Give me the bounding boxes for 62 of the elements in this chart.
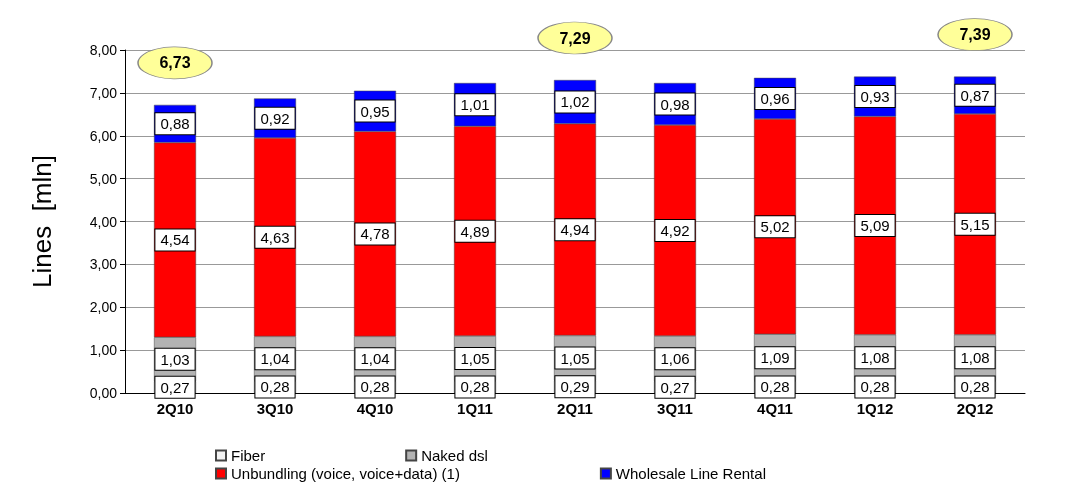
total-label: 7,29 bbox=[559, 29, 591, 47]
x-tick-label: 2Q10 bbox=[156, 400, 194, 417]
data-label: 0,93 bbox=[860, 88, 890, 106]
data-label: 0,96 bbox=[760, 89, 790, 107]
data-label: 1,02 bbox=[560, 93, 590, 111]
y-axis-title: Lines [mln] bbox=[27, 155, 57, 288]
total-label: 6,73 bbox=[159, 54, 191, 72]
data-label: 4,92 bbox=[660, 222, 690, 239]
data-label: 0,95 bbox=[360, 102, 390, 120]
data-label: 0,28 bbox=[260, 378, 290, 396]
data-label: 5,09 bbox=[860, 217, 890, 235]
x-tick-label: 3Q10 bbox=[256, 400, 294, 417]
data-label: 1,06 bbox=[660, 350, 690, 368]
data-label: 4,63 bbox=[260, 228, 290, 246]
legend-label: Fiber bbox=[231, 447, 266, 464]
data-label: 0,87 bbox=[960, 86, 990, 104]
x-tick-label: 3Q11 bbox=[657, 400, 693, 417]
y-tick-label: 5,00 bbox=[89, 170, 118, 187]
x-tick-label: 4Q10 bbox=[356, 400, 394, 417]
y-tick-label: 6,00 bbox=[89, 127, 118, 144]
data-label: 0,28 bbox=[960, 378, 990, 396]
data-label: 1,03 bbox=[160, 350, 190, 368]
data-label: 0,29 bbox=[560, 378, 590, 396]
x-tick-label: 4Q11 bbox=[757, 400, 793, 417]
y-tick-label: 4,00 bbox=[89, 213, 118, 230]
x-tick-label: 2Q11 bbox=[557, 400, 593, 417]
data-label: 0,88 bbox=[160, 115, 190, 133]
data-label: 0,28 bbox=[460, 378, 490, 396]
data-label: 1,04 bbox=[360, 350, 390, 368]
x-tick-label: 1Q11 bbox=[457, 400, 493, 417]
y-tick-label: 3,00 bbox=[89, 256, 118, 273]
x-tick-label: 2Q12 bbox=[956, 400, 994, 417]
data-label: 0,92 bbox=[260, 109, 290, 127]
data-label: 1,05 bbox=[560, 349, 590, 367]
legend-label: Wholesale Line Rental bbox=[615, 465, 766, 482]
y-tick-label: 2,00 bbox=[89, 299, 118, 316]
data-label: 4,78 bbox=[360, 225, 390, 243]
legend-label: Unbundling (voice, voice+data) (1) bbox=[231, 465, 460, 482]
y-tick-label: 8,00 bbox=[89, 42, 118, 58]
data-label: 5,02 bbox=[760, 218, 790, 236]
legend-label: Naked dsl bbox=[421, 447, 488, 464]
y-tick-label: 7,00 bbox=[89, 84, 118, 101]
y-tick-label: 0,00 bbox=[89, 385, 118, 401]
total-label: 7,39 bbox=[959, 26, 991, 44]
data-label: 1,04 bbox=[260, 350, 290, 368]
data-label: 0,28 bbox=[360, 378, 390, 396]
data-label: 1,01 bbox=[460, 96, 490, 114]
data-label: 0,27 bbox=[160, 378, 190, 396]
data-label: 1,08 bbox=[960, 349, 990, 367]
data-label: 0,28 bbox=[760, 378, 790, 396]
data-label: 1,05 bbox=[460, 349, 490, 367]
x-tick-label: 1Q12 bbox=[856, 400, 894, 417]
data-label: 0,27 bbox=[660, 378, 690, 396]
data-label: 4,94 bbox=[560, 221, 590, 239]
data-label: 1,08 bbox=[860, 349, 890, 367]
data-label: 1,09 bbox=[760, 349, 790, 367]
data-label: 0,28 bbox=[860, 378, 890, 396]
data-label: 5,15 bbox=[960, 215, 990, 233]
data-label: 0,98 bbox=[660, 95, 690, 113]
data-label: 4,54 bbox=[160, 231, 190, 249]
data-label: 4,89 bbox=[460, 222, 490, 240]
y-tick-label: 1,00 bbox=[89, 342, 118, 359]
